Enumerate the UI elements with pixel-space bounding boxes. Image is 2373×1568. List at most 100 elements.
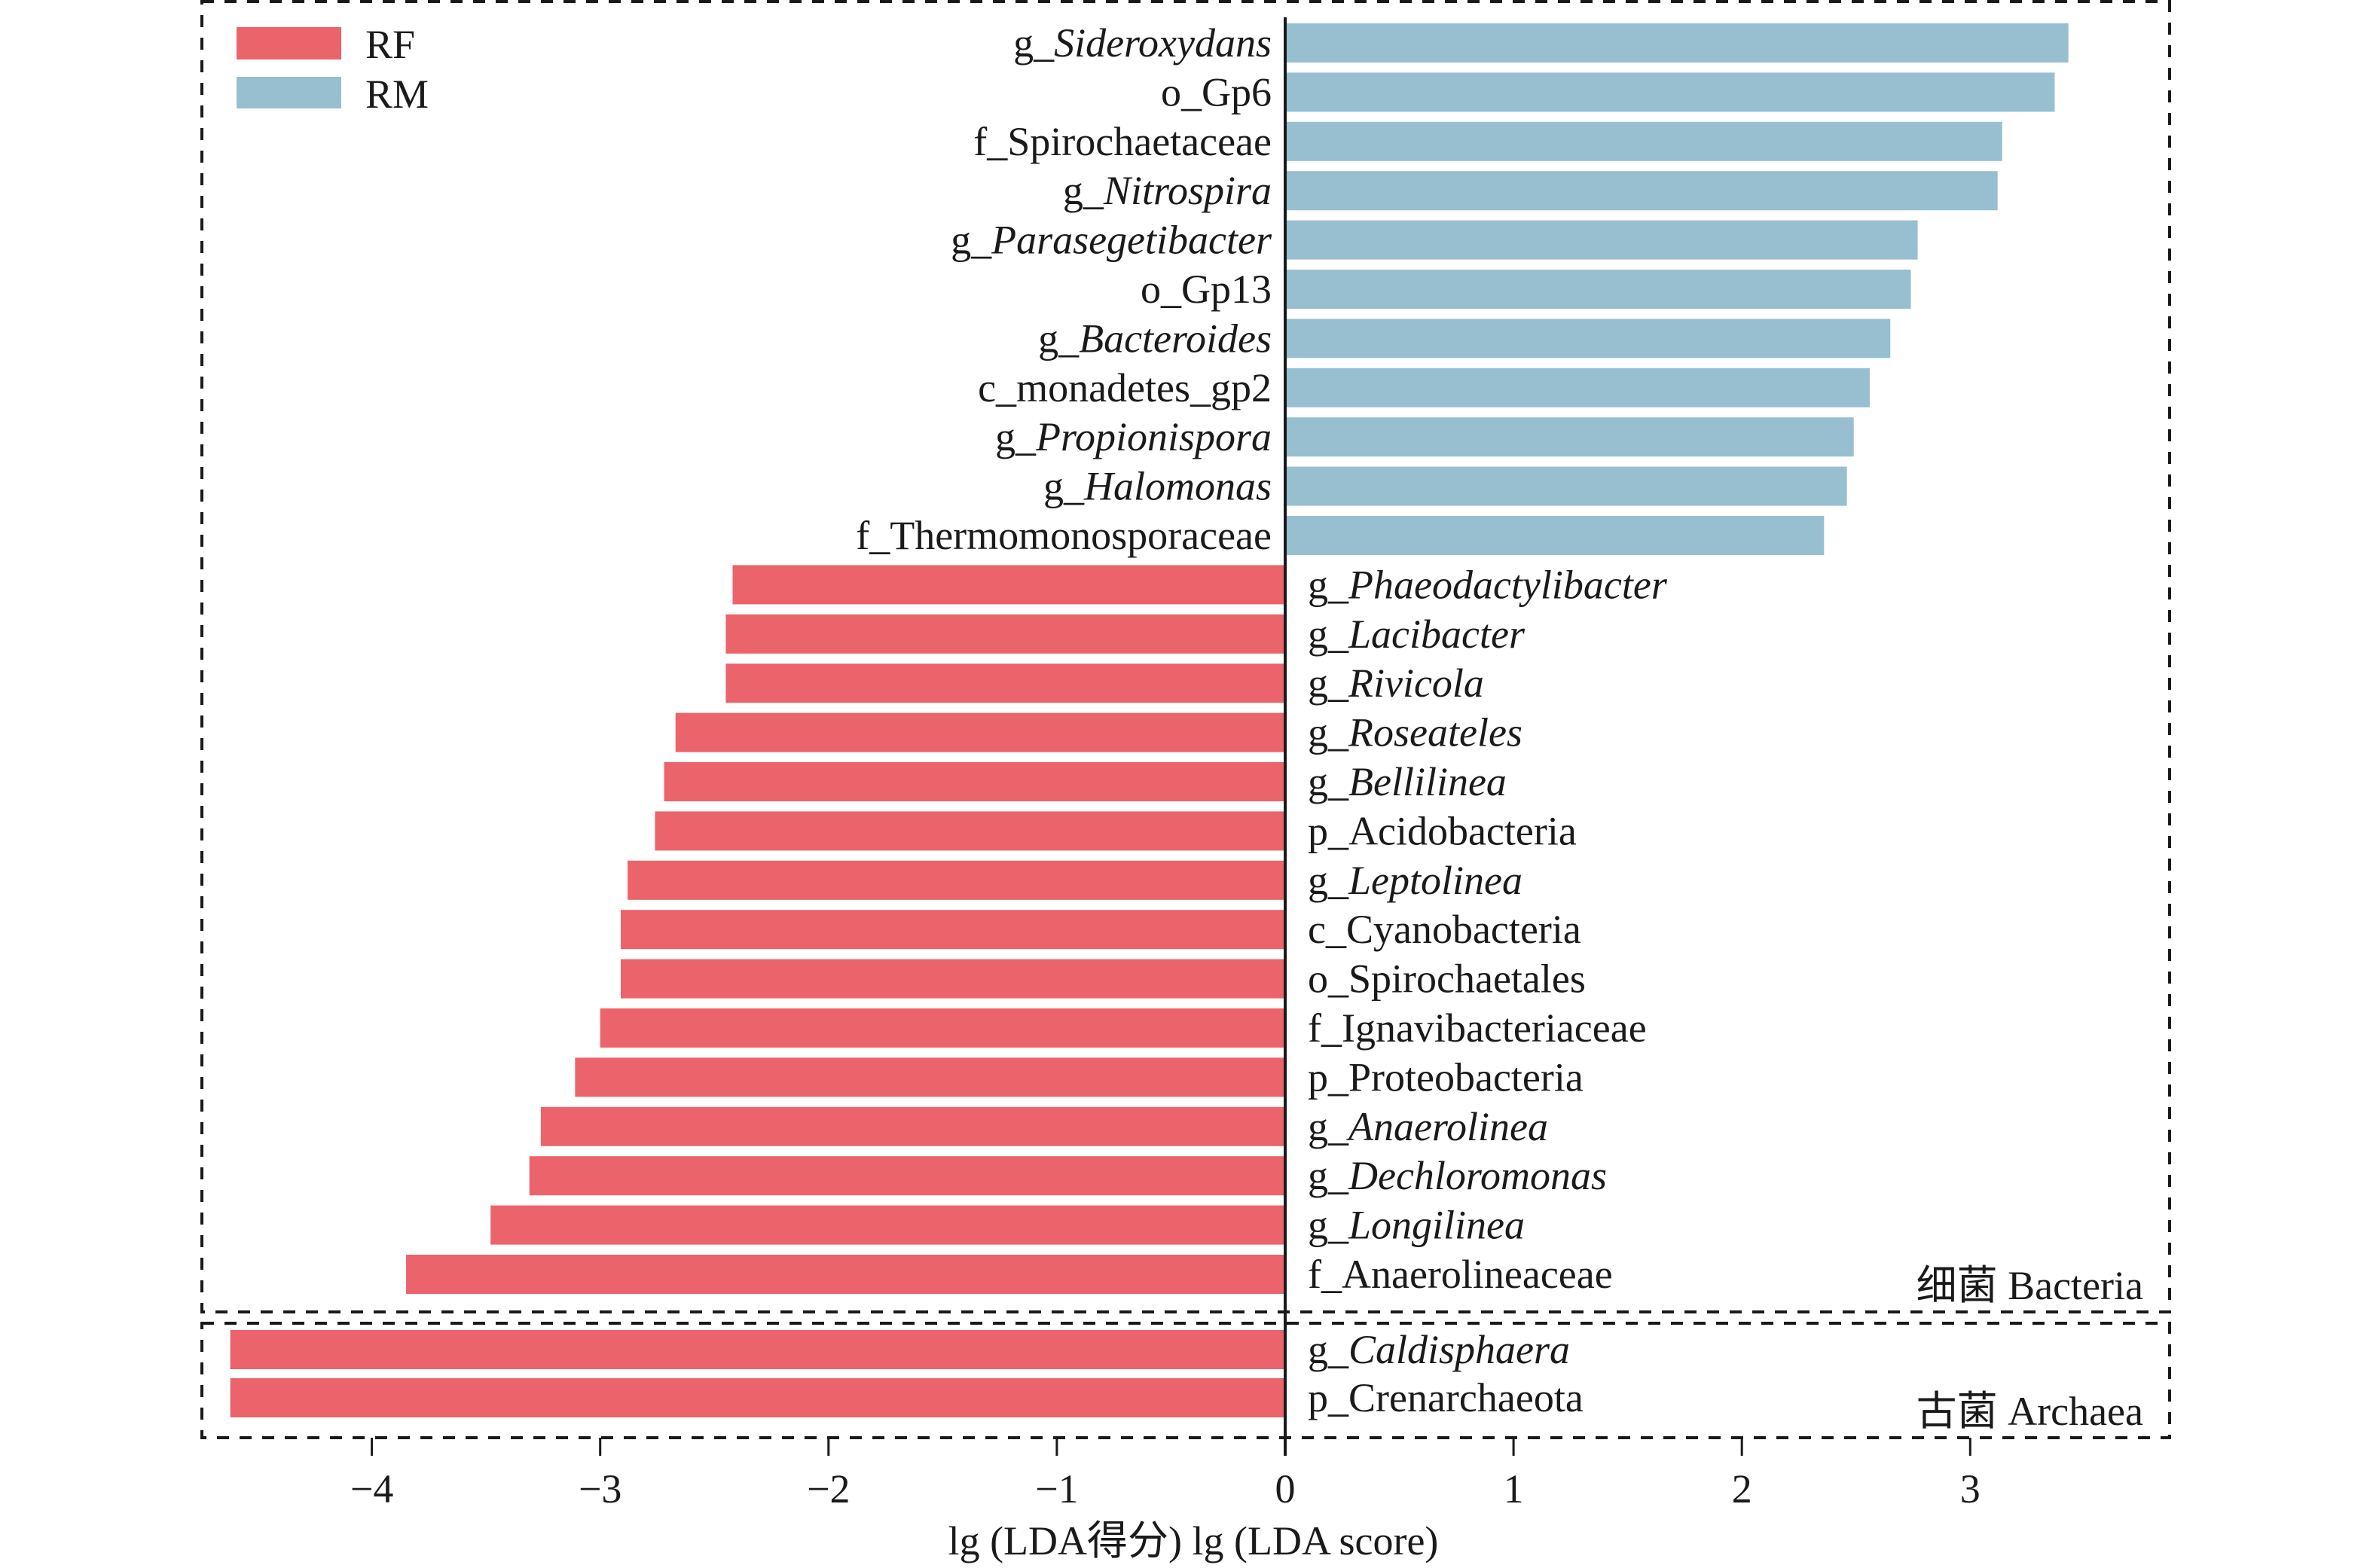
legend-label-rm: RM — [365, 72, 429, 117]
bar-crenarchaeota — [230, 1378, 1286, 1417]
group-labels: 细菌 Bacteria 古菌 Archaea — [1916, 1263, 2143, 1434]
bar-gp6 — [1285, 72, 2055, 112]
taxon-name: Gp6 — [1202, 69, 1272, 114]
taxon-name: monadetes_gp2 — [1016, 365, 1272, 410]
legend-label-rf: RF — [365, 22, 415, 67]
bar-label-anaerolineaceae: f_Anaerolineaceae — [1308, 1252, 1613, 1297]
bar-thermomonosporaceae — [1285, 516, 1825, 555]
bar-label-parasegetibacter: g_Parasegetibacter — [951, 218, 1272, 263]
taxon-name: Bellilinea — [1348, 759, 1507, 804]
legend-swatch-rf — [237, 27, 341, 59]
bar-longilinea — [490, 1205, 1286, 1245]
bar-monadetes-gp2 — [1285, 368, 1870, 407]
taxon-name: Propionispora — [1035, 414, 1272, 459]
bar-ignavibacteriaceae — [600, 1008, 1285, 1048]
bar-spirochaetaceae — [1285, 121, 2002, 161]
group-label-bacteria: 细菌 Bacteria — [1916, 1263, 2143, 1308]
bar-label-ignavibacteriaceae: f_Ignavibacteriaceae — [1308, 1005, 1647, 1051]
bar-bacteroides — [1285, 319, 1891, 358]
rank-prefix: g_ — [1013, 20, 1055, 66]
x-tick-label: −4 — [350, 1466, 393, 1512]
bar-label-proteobacteria: p_Proteobacteria — [1308, 1054, 1584, 1100]
taxon-name: Bacteroides — [1079, 316, 1272, 361]
bar-label-spirochaetaceae: f_Spirochaetaceae — [973, 119, 1272, 164]
rank-prefix: f_ — [1308, 1005, 1342, 1051]
bar-sideroxydans — [1285, 23, 2069, 63]
rank-prefix: p_ — [1308, 1375, 1349, 1420]
rank-prefix: g_ — [951, 218, 992, 263]
rank-prefix: f_ — [856, 513, 890, 558]
taxon-name: Lacibacter — [1348, 612, 1526, 657]
bar-parasegetibacter — [1285, 220, 1918, 260]
rank-prefix: p_ — [1308, 808, 1349, 853]
x-axis-ticks: −4 −3 −2 −1 0 1 2 3 — [350, 1438, 1981, 1512]
taxon-name: Spirochaetaceae — [1007, 119, 1272, 164]
rank-prefix: g_ — [1043, 464, 1085, 509]
bar-label-anaerolinea: g_Anaerolinea — [1308, 1104, 1548, 1149]
x-tick-label: −3 — [579, 1466, 622, 1512]
taxon-name: Rivicola — [1348, 660, 1484, 706]
rank-prefix: o_ — [1161, 69, 1202, 114]
x-tick-label: −2 — [807, 1466, 850, 1512]
rank-prefix: g_ — [1308, 858, 1349, 903]
bar-label-thermomonosporaceae: f_Thermomonosporaceae — [856, 513, 1272, 558]
bar-label-phaeodactylibacter: g_Phaeodactylibacter — [1308, 562, 1668, 607]
bar-label-rivicola: g_Rivicola — [1308, 660, 1484, 706]
group-boxes — [200, 0, 2171, 1439]
bar-label-crenarchaeota: p_Crenarchaeota — [1308, 1375, 1584, 1420]
bar-proteobacteria — [575, 1057, 1285, 1097]
taxon-name: Cyanobacteria — [1346, 907, 1581, 952]
bar-label-monadetes-gp2: c_monadetes_gp2 — [978, 365, 1272, 410]
rank-prefix: g_ — [995, 414, 1037, 459]
bar-label-caldisphaera: g_Caldisphaera — [1308, 1327, 1570, 1372]
bar-label-dechloromonas: g_Dechloromonas — [1308, 1153, 1607, 1198]
rank-prefix: g_ — [1308, 562, 1349, 607]
rank-prefix: g_ — [1308, 1327, 1349, 1372]
rank-prefix: c_ — [1308, 907, 1347, 952]
bar-nitrospira — [1285, 171, 1998, 211]
taxon-name: Leptolinea — [1348, 858, 1522, 903]
legend-swatch-rm — [237, 77, 341, 108]
taxon-name: Proteobacteria — [1348, 1054, 1584, 1100]
bar-label-cyanobacteria: c_Cyanobacteria — [1308, 907, 1581, 952]
rank-prefix: o_ — [1308, 956, 1349, 1002]
taxon-name: Crenarchaeota — [1348, 1375, 1584, 1420]
bar-label-longilinea: g_Longilinea — [1308, 1203, 1525, 1248]
bar-spirochaetales — [620, 959, 1285, 999]
rank-prefix: o_ — [1141, 267, 1182, 312]
taxon-name: Dechloromonas — [1348, 1153, 1607, 1198]
rank-prefix: g_ — [1063, 168, 1104, 213]
bar-leptolinea — [628, 860, 1285, 900]
bar-label-propionispora: g_Propionispora — [995, 414, 1272, 459]
bar-dechloromonas — [529, 1156, 1285, 1196]
bar-anaerolinea — [540, 1106, 1285, 1146]
bar-label-acidobacteria: p_Acidobacteria — [1308, 808, 1577, 853]
rank-prefix: g_ — [1308, 660, 1349, 706]
bars — [230, 23, 2069, 1417]
bar-labels: g_Sideroxydanso_Gp6f_Spirochaetaceaeg_Ni… — [856, 20, 1668, 1420]
rank-prefix: f_ — [1308, 1252, 1342, 1297]
bar-label-roseateles: g_Roseateles — [1308, 710, 1522, 755]
bar-lacibacter — [725, 614, 1285, 654]
bar-phaeodactylibacter — [732, 565, 1285, 605]
taxon-name: Anaerolinea — [1346, 1104, 1548, 1149]
bar-label-spirochaetales: o_Spirochaetales — [1308, 956, 1586, 1002]
bar-cyanobacteria — [620, 910, 1285, 950]
taxon-name: Longilinea — [1348, 1203, 1525, 1248]
bacteria-box — [200, 0, 2171, 1313]
taxon-name: Ignavibacteriaceae — [1342, 1005, 1647, 1051]
bar-halomonas — [1285, 466, 1847, 506]
legend-item-rm: RM — [237, 72, 429, 117]
x-axis-title: lg (LDA得分) lg (LDA score) — [948, 1518, 1439, 1563]
rank-prefix: c_ — [978, 365, 1017, 410]
taxon-name: Acidobacteria — [1348, 808, 1577, 853]
bar-label-gp6: o_Gp6 — [1161, 69, 1272, 114]
bar-label-sideroxydans: g_Sideroxydans — [1013, 20, 1272, 66]
x-tick-label: 0 — [1275, 1466, 1296, 1512]
bar-label-bacteroides: g_Bacteroides — [1038, 316, 1272, 361]
rank-prefix: g_ — [1308, 710, 1349, 755]
x-tick-label: 3 — [1960, 1466, 1981, 1512]
bar-label-leptolinea: g_Leptolinea — [1308, 858, 1522, 903]
x-tick-label: 2 — [1732, 1466, 1752, 1512]
